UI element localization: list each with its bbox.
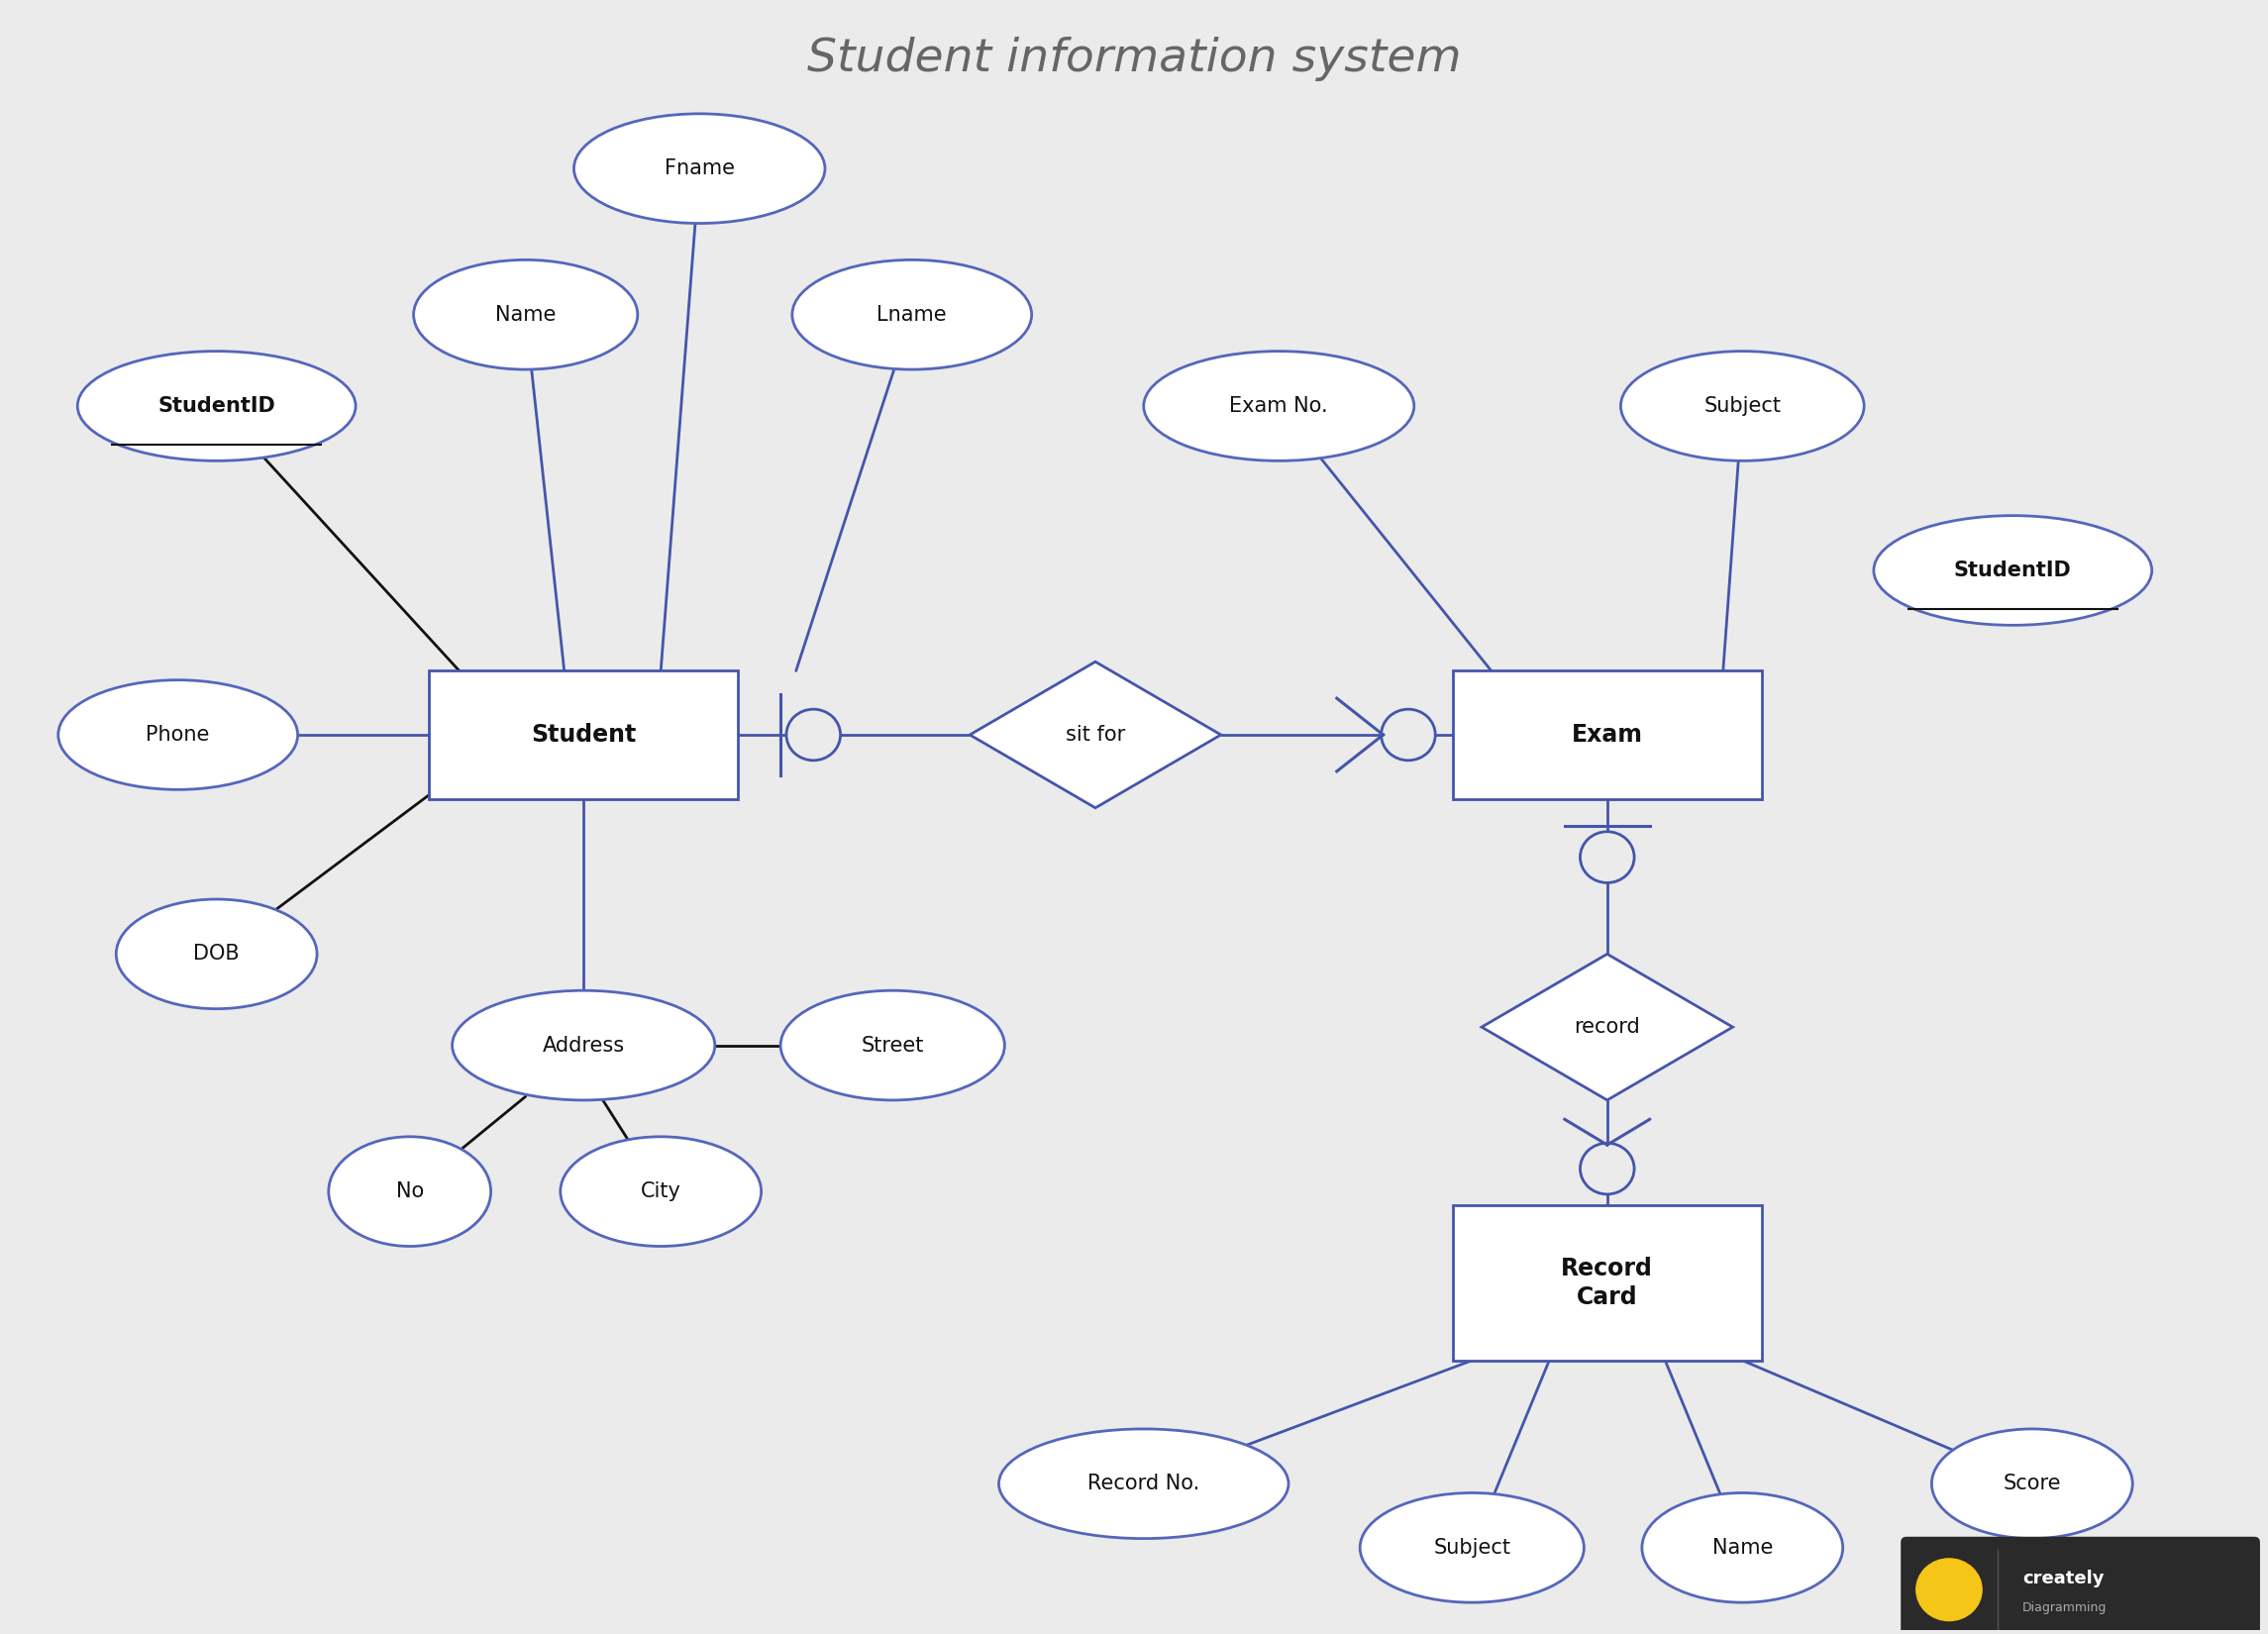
Ellipse shape (792, 260, 1032, 369)
Text: Subject: Subject (1703, 395, 1780, 417)
Text: Lname: Lname (878, 306, 946, 325)
Text: Subject: Subject (1433, 1538, 1510, 1557)
Circle shape (1581, 1144, 1635, 1194)
Text: Name: Name (1712, 1538, 1774, 1557)
Circle shape (787, 709, 841, 760)
Ellipse shape (451, 990, 714, 1100)
Ellipse shape (413, 260, 637, 369)
Ellipse shape (1361, 1493, 1583, 1603)
Text: Fname: Fname (665, 158, 735, 178)
Text: sit for: sit for (1066, 725, 1125, 745)
Text: Record
Card: Record Card (1560, 1257, 1653, 1309)
Bar (1454, 672, 1762, 799)
Ellipse shape (998, 1430, 1288, 1539)
Ellipse shape (780, 990, 1005, 1100)
Text: Exam: Exam (1572, 722, 1642, 747)
Text: StudentID: StudentID (1955, 560, 2071, 580)
Ellipse shape (116, 899, 318, 1008)
Ellipse shape (1622, 351, 1864, 461)
Text: Score: Score (2003, 1474, 2062, 1493)
Text: Exam No.: Exam No. (1229, 395, 1329, 417)
Text: Name: Name (494, 306, 556, 325)
Text: Diagramming: Diagramming (2023, 1601, 2107, 1614)
Text: record: record (1574, 1018, 1640, 1038)
Text: Street: Street (862, 1036, 923, 1056)
Ellipse shape (1143, 351, 1413, 461)
Text: StudentID: StudentID (159, 395, 274, 417)
Polygon shape (971, 662, 1220, 807)
FancyBboxPatch shape (1901, 1536, 2259, 1634)
Ellipse shape (574, 114, 826, 224)
Text: Phone: Phone (145, 725, 211, 745)
Text: DOB: DOB (193, 944, 240, 964)
Ellipse shape (59, 680, 297, 789)
Text: Address: Address (542, 1036, 624, 1056)
Ellipse shape (1932, 1430, 2132, 1539)
Bar (429, 672, 737, 799)
Ellipse shape (77, 351, 356, 461)
Ellipse shape (1642, 1493, 1844, 1603)
Text: Record No.: Record No. (1089, 1474, 1200, 1493)
Ellipse shape (1873, 516, 2152, 626)
Ellipse shape (560, 1137, 762, 1247)
Text: No: No (395, 1181, 424, 1201)
Ellipse shape (329, 1137, 490, 1247)
Polygon shape (1481, 954, 1733, 1100)
Text: creately: creately (2023, 1570, 2105, 1588)
Text: City: City (640, 1181, 680, 1201)
Circle shape (1581, 832, 1635, 882)
Text: Student information system: Student information system (807, 36, 1461, 82)
Bar (1454, 1206, 1762, 1361)
Circle shape (1381, 709, 1436, 760)
Circle shape (1916, 1559, 1982, 1621)
Text: Student: Student (531, 722, 635, 747)
